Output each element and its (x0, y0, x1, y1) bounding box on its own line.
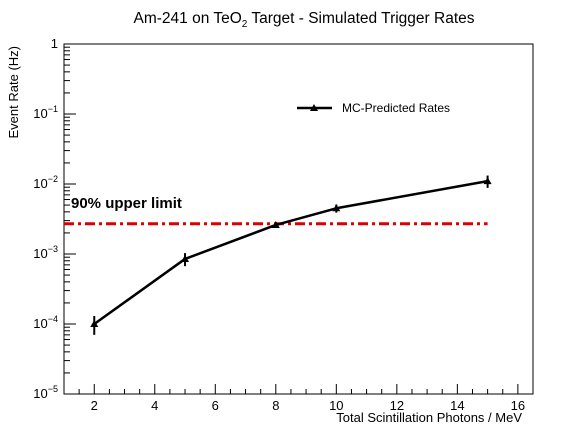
y-tick-label: 10−5 (33, 384, 58, 401)
y-tick-label-base: 10 (33, 386, 47, 401)
x-tick-label: 2 (91, 398, 98, 413)
x-tick-label: 6 (212, 398, 219, 413)
data-point (332, 204, 341, 212)
data-point (271, 220, 280, 228)
y-tick-label: 10−1 (33, 104, 58, 121)
x-tick-label: 10 (329, 398, 343, 413)
chart-title: Am-241 on TeO2 Target - Simulated Trigge… (134, 10, 475, 30)
x-tick-label: 12 (390, 398, 404, 413)
legend-entry: MC-Predicted Rates (342, 101, 450, 115)
y-tick-label-exponent: −2 (48, 174, 58, 184)
y-tick-label: 1 (51, 36, 58, 51)
y-tick-label-base: 10 (33, 246, 47, 261)
y-tick-label: 10−4 (33, 314, 58, 331)
data-point (483, 177, 492, 185)
y-tick-label-exponent: −4 (48, 314, 58, 324)
chart-title-suffix: Target - Simulated Trigger Rates (247, 10, 474, 27)
data-point (90, 320, 99, 327)
data-point (181, 254, 190, 262)
plot-frame (63, 43, 534, 395)
x-tick-label: 8 (272, 398, 279, 413)
y-tick-label-base: 10 (33, 316, 47, 331)
x-tick-label: 16 (511, 398, 525, 413)
y-tick-label-exponent: −3 (48, 244, 58, 254)
y-axis-label: Event Rate (Hz) (6, 46, 21, 138)
y-tick-label-exponent: −5 (48, 384, 58, 394)
x-axis-label: Total Scintillation Photons / MeV (336, 410, 522, 425)
y-tick-label-base: 10 (33, 176, 47, 191)
chart-title-prefix: Am-241 on TeO (134, 10, 242, 27)
y-tick-label: 10−2 (33, 174, 58, 191)
chart-title-subscript: 2 (242, 19, 248, 30)
y-tick-label-base: 10 (33, 106, 47, 121)
x-tick-label: 4 (151, 398, 158, 413)
y-tick-label: 10−3 (33, 244, 58, 261)
y-tick-label-base: 1 (51, 36, 58, 51)
x-tick-label: 14 (450, 398, 464, 413)
y-tick-label-exponent: −1 (48, 104, 58, 114)
legend-marker (310, 104, 318, 111)
reference-line-label: 90% upper limit (71, 195, 182, 212)
